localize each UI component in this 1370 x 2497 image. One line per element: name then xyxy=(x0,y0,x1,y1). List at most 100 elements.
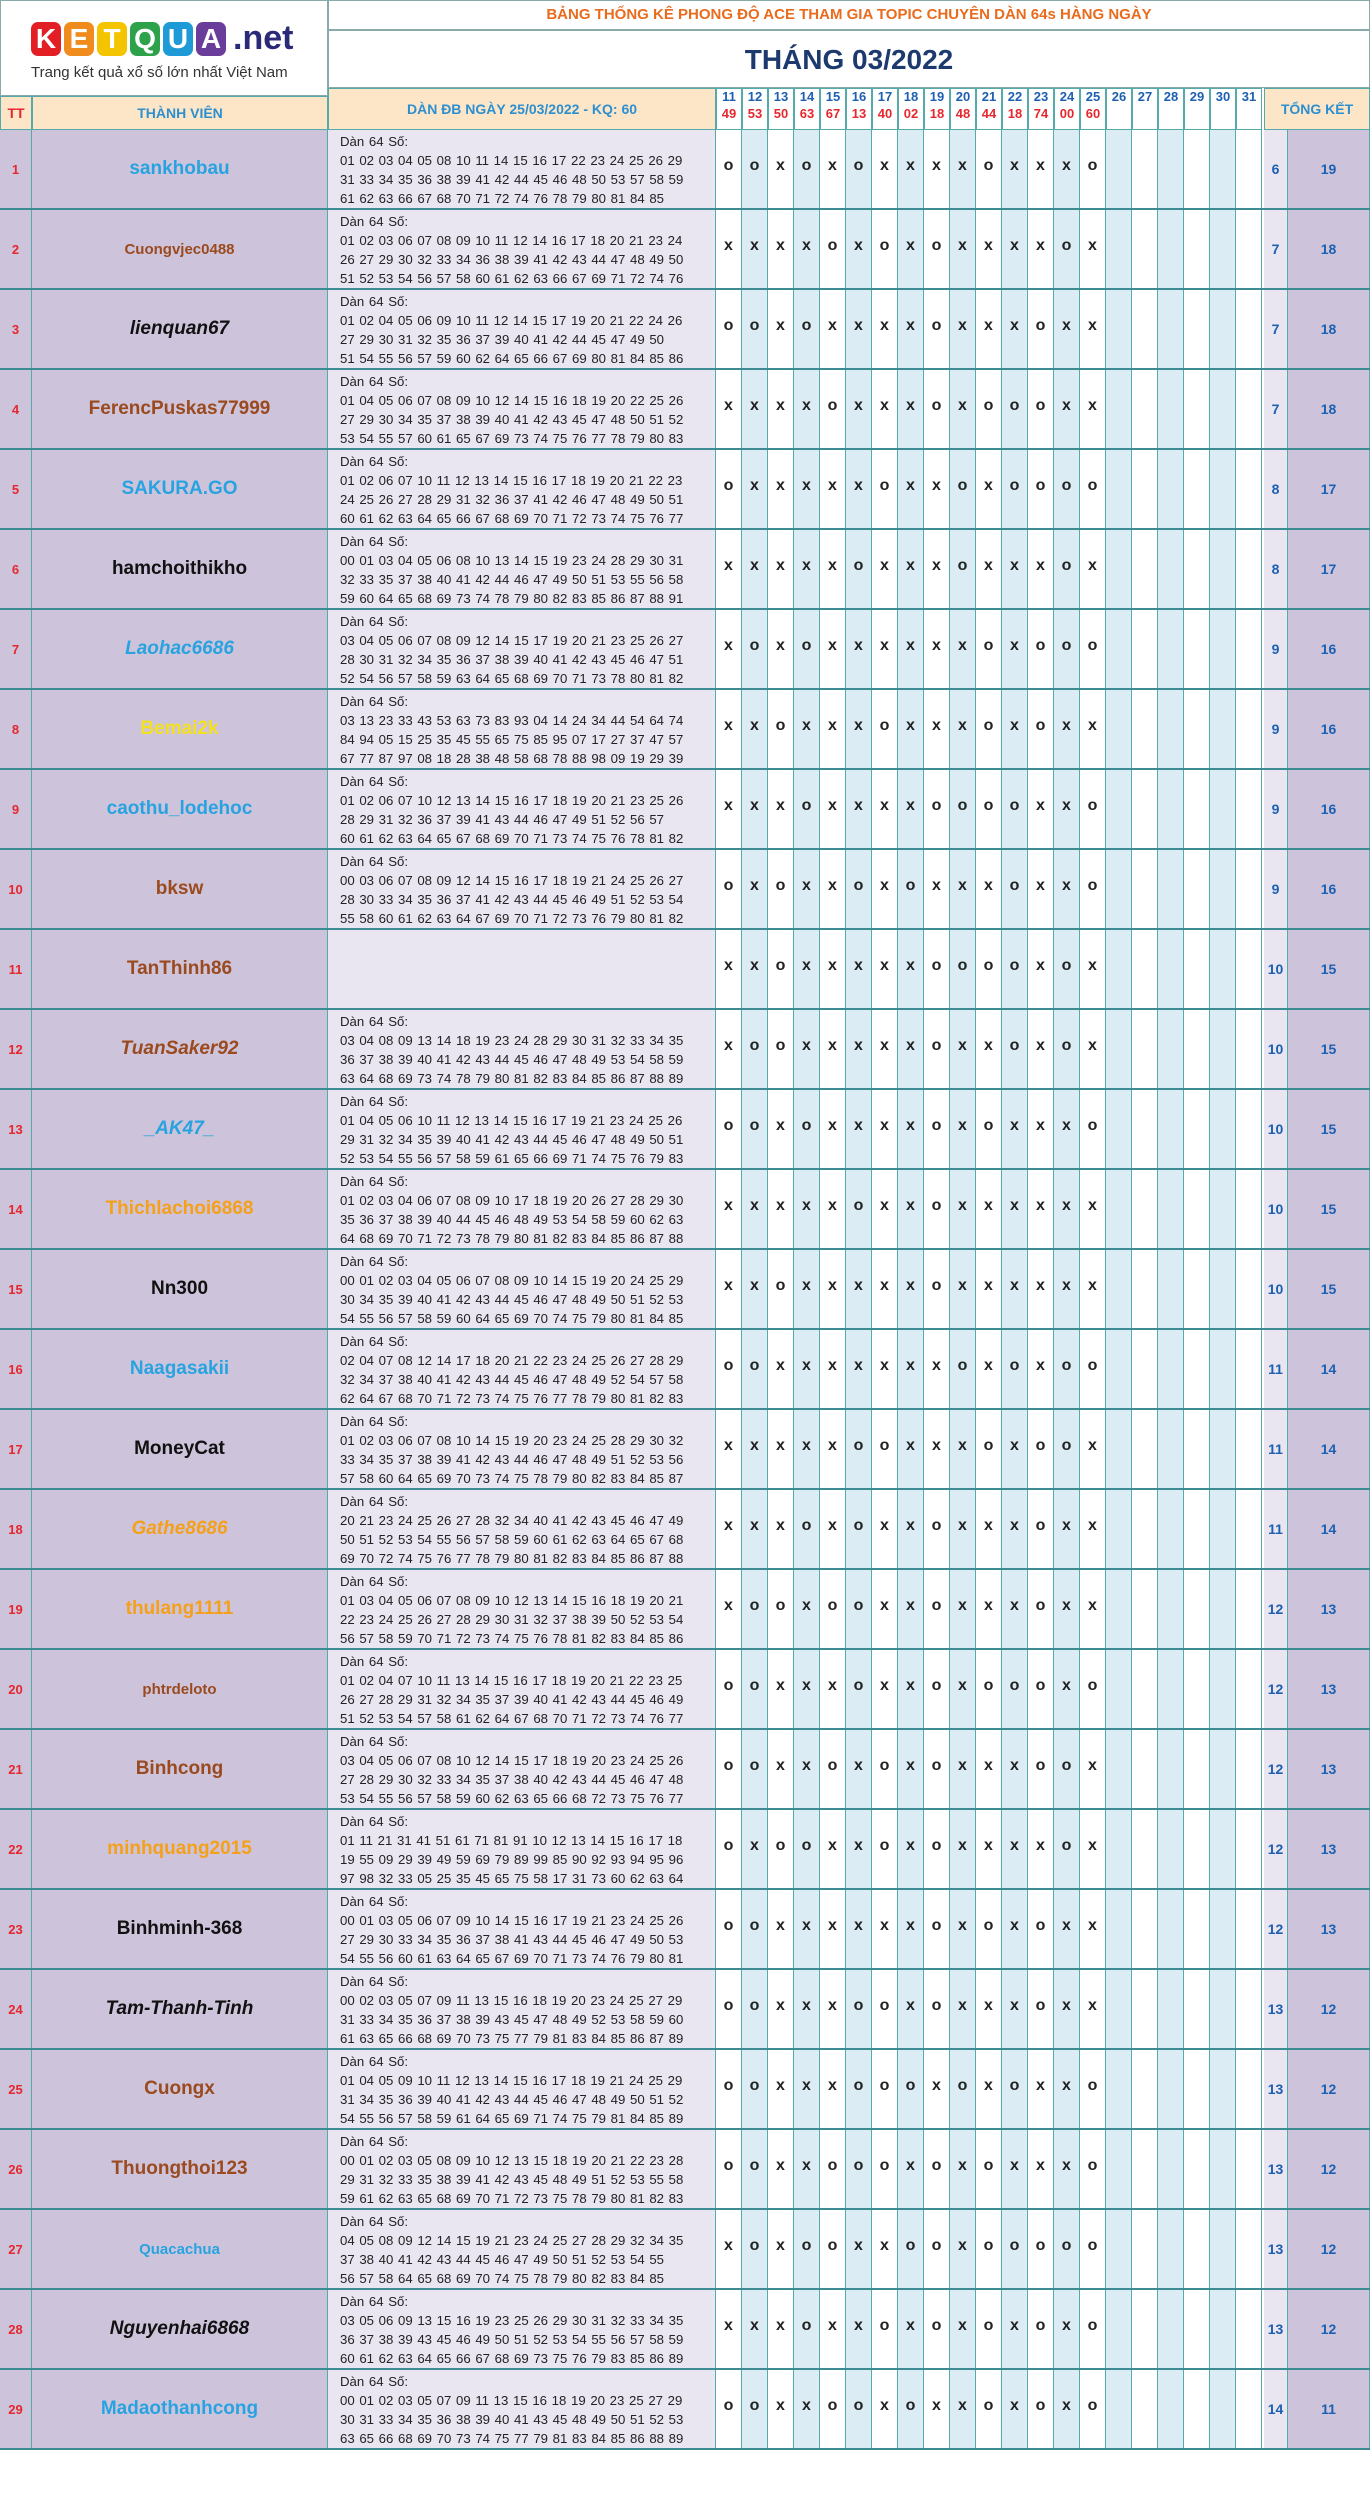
member-name[interactable]: FerencPuskas77999 xyxy=(32,370,328,448)
member-name[interactable]: phtrdeloto xyxy=(32,1650,328,1728)
day-mark: x xyxy=(924,2050,950,2128)
logo-letter: T xyxy=(97,21,127,56)
day-mark: x xyxy=(1028,530,1054,608)
day-mark xyxy=(1132,850,1158,928)
day-mark: o xyxy=(742,1090,768,1168)
day-mark: x xyxy=(1028,1090,1054,1168)
row-number: 10 xyxy=(0,850,32,928)
member-name[interactable]: minhquang2015 xyxy=(32,1810,328,1888)
day-mark: x xyxy=(716,1170,742,1248)
day-mark: x xyxy=(1054,290,1080,368)
member-name[interactable]: Gathe8686 xyxy=(32,1490,328,1568)
day-mark: x xyxy=(768,1090,794,1168)
day-mark xyxy=(1184,1810,1210,1888)
day-mark: x xyxy=(898,1010,924,1088)
day-mark: x xyxy=(950,1090,976,1168)
day-mark xyxy=(1184,290,1210,368)
member-name[interactable]: thulang1111 xyxy=(32,1570,328,1648)
member-name[interactable]: lienquan67 xyxy=(32,290,328,368)
row-number: 16 xyxy=(0,1330,32,1408)
day-mark: x xyxy=(898,450,924,528)
row-number: 29 xyxy=(0,2370,32,2448)
dan-numbers: Dàn 64 Số: 01 02 03 04 06 07 08 09 10 17… xyxy=(328,1170,716,1248)
row-number: 15 xyxy=(0,1250,32,1328)
member-name[interactable]: Nguyenhai6868 xyxy=(32,2290,328,2368)
member-name[interactable]: Cuongx xyxy=(32,2050,328,2128)
day-mark xyxy=(1184,770,1210,848)
day-mark xyxy=(1184,610,1210,688)
day-mark xyxy=(1184,2130,1210,2208)
member-name[interactable]: hamchoithikho xyxy=(32,530,328,608)
day-mark: x xyxy=(1028,2130,1054,2208)
member-name[interactable]: _AK47_ xyxy=(32,1090,328,1168)
day-mark: o xyxy=(924,1970,950,2048)
day-mark: x xyxy=(846,1330,872,1408)
day-mark xyxy=(1210,1250,1236,1328)
day-mark: o xyxy=(1080,2210,1106,2288)
member-name[interactable]: Naagasakii xyxy=(32,1330,328,1408)
day-mark: o xyxy=(898,2050,924,2128)
day-mark: x xyxy=(1080,690,1106,768)
day-mark xyxy=(1132,130,1158,208)
member-name[interactable]: Binhminh-368 xyxy=(32,1890,328,1968)
day-mark: x xyxy=(768,210,794,288)
day-mark: o xyxy=(950,930,976,1008)
total-wins: 13 xyxy=(1264,2210,1288,2288)
member-name[interactable]: sankhobau xyxy=(32,130,328,208)
day-mark: x xyxy=(1002,1250,1028,1328)
day-mark: x xyxy=(898,1730,924,1808)
day-mark: x xyxy=(768,1410,794,1488)
member-name[interactable]: Cuongvjec0488 xyxy=(32,210,328,288)
day-mark: o xyxy=(976,1890,1002,1968)
member-name[interactable]: MoneyCat xyxy=(32,1410,328,1488)
day-mark xyxy=(1106,450,1132,528)
dan-numbers: Dàn 64 Số: 20 21 23 24 25 26 27 28 32 34… xyxy=(328,1490,716,1568)
day-mark: x xyxy=(716,610,742,688)
day-mark: x xyxy=(1002,2130,1028,2208)
day-mark: x xyxy=(898,1410,924,1488)
day-mark xyxy=(1236,1170,1262,1248)
day-mark: o xyxy=(924,290,950,368)
member-name[interactable]: TuanSaker92 xyxy=(32,1010,328,1088)
day-mark: o xyxy=(846,2130,872,2208)
day-mark xyxy=(1132,1010,1158,1088)
day-mark: x xyxy=(872,1010,898,1088)
member-name[interactable]: Nn300 xyxy=(32,1250,328,1328)
day-mark: o xyxy=(1028,2290,1054,2368)
member-name[interactable]: Binhcong xyxy=(32,1730,328,1808)
total-losses: 12 xyxy=(1288,2050,1370,2128)
member-name[interactable]: Tam-Thanh-Tinh xyxy=(32,1970,328,2048)
day-mark: x xyxy=(872,530,898,608)
member-name[interactable]: Thuongthoi123 xyxy=(32,2130,328,2208)
day-mark: x xyxy=(742,1170,768,1248)
day-mark: o xyxy=(1080,2370,1106,2448)
day-mark xyxy=(1106,370,1132,448)
member-name[interactable]: Quacachua xyxy=(32,2210,328,2288)
member-name[interactable]: bksw xyxy=(32,850,328,928)
member-name[interactable]: SAKURA.GO xyxy=(32,450,328,528)
day-mark: x xyxy=(1002,1970,1028,2048)
header-dan: DÀN ĐB NGÀY 25/03/2022 - KQ: 60 xyxy=(328,88,716,130)
day-mark: x xyxy=(1002,1410,1028,1488)
member-name[interactable]: Madaothanhcong xyxy=(32,2370,328,2448)
day-mark xyxy=(1236,770,1262,848)
day-mark: x xyxy=(1054,2290,1080,2368)
day-mark: x xyxy=(950,1410,976,1488)
dan-numbers: Dàn 64 Số: 01 02 03 06 07 08 09 10 11 12… xyxy=(328,210,716,288)
day-mark: o xyxy=(1080,610,1106,688)
member-name[interactable]: Thichlachoi6868 xyxy=(32,1170,328,1248)
day-mark: x xyxy=(846,210,872,288)
member-name[interactable]: caothu_lodehoc xyxy=(32,770,328,848)
day-header: 29 xyxy=(1184,88,1210,130)
day-mark: x xyxy=(820,1810,846,1888)
total-wins: 6 xyxy=(1264,130,1288,208)
day-mark: o xyxy=(924,930,950,1008)
day-mark xyxy=(1132,690,1158,768)
day-mark xyxy=(1132,770,1158,848)
day-mark: o xyxy=(872,2290,898,2368)
member-name[interactable]: Bemai2k xyxy=(32,690,328,768)
member-name[interactable]: Laohac6686 xyxy=(32,610,328,688)
day-mark xyxy=(1236,370,1262,448)
member-name[interactable]: TanThinh86 xyxy=(32,930,328,1008)
